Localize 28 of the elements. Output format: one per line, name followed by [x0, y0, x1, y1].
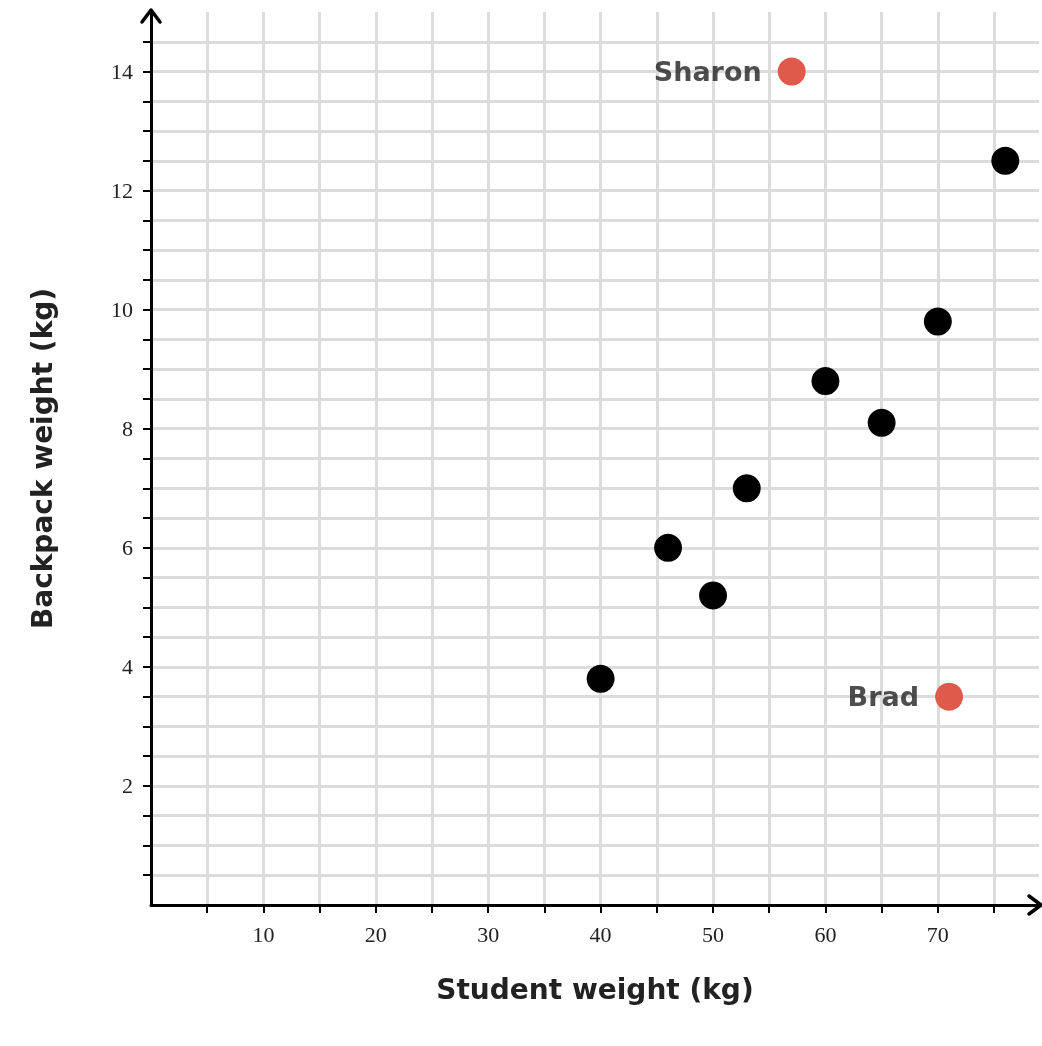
point — [654, 533, 683, 562]
point — [777, 57, 806, 86]
point — [699, 581, 728, 610]
x-tick-label: 70 — [926, 921, 949, 947]
x-tick-label: 20 — [364, 921, 387, 947]
point — [935, 682, 964, 711]
x-tick-label: 10 — [252, 921, 275, 947]
x-axis-title: Student weight (kg) — [436, 972, 754, 1006]
y-tick-label: 6 — [122, 535, 133, 561]
y-tick-label: 14 — [111, 59, 133, 85]
point — [732, 474, 761, 503]
annotation: Sharon — [653, 56, 762, 88]
y-tick-label: 2 — [122, 773, 133, 799]
y-axis-title: Backpack weight (kg) — [25, 287, 59, 630]
point — [586, 664, 615, 693]
point — [867, 408, 896, 437]
annotation: Brad — [847, 681, 920, 713]
y-tick-label: 10 — [111, 297, 133, 323]
x-tick-label: 60 — [814, 921, 837, 947]
x-tick-label: 50 — [702, 921, 725, 947]
x-tick-label: 30 — [477, 921, 500, 947]
y-tick-label: 12 — [111, 178, 133, 204]
point — [811, 367, 840, 396]
y-tick-label: 4 — [122, 654, 133, 680]
x-tick-label: 40 — [589, 921, 612, 947]
y-tick-label: 8 — [122, 416, 133, 442]
point — [991, 146, 1020, 175]
point — [923, 307, 952, 336]
